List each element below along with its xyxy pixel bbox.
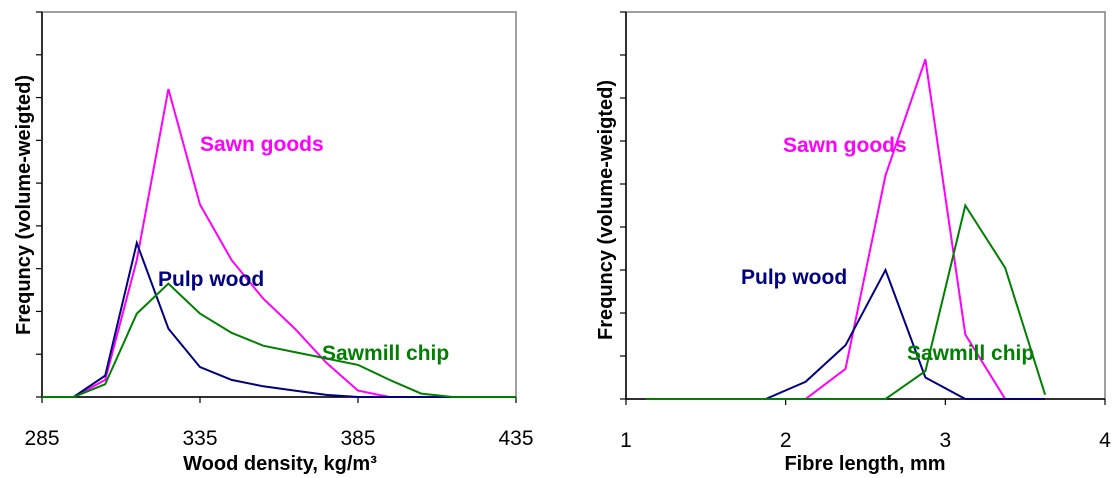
series-label-sawn-goods: Sawn goods <box>200 133 324 156</box>
x-tick-label: 3 <box>939 429 951 452</box>
series-label-sawmill-chip: Sawmill chip <box>907 342 1034 365</box>
x-tick-label: 1 <box>620 429 632 452</box>
x-tick-label: 435 <box>498 427 533 450</box>
x-axis-title: Wood density, kg/m³ <box>183 453 377 475</box>
x-axis-title: Fibre length, mm <box>784 453 945 475</box>
x-tick-label: 285 <box>24 427 59 450</box>
series-line-pulp-wood <box>646 267 1046 400</box>
series-label-pulp-wood: Pulp wood <box>741 266 847 289</box>
x-tick-label: 4 <box>1099 429 1111 452</box>
series-label-sawmill-chip: Sawmill chip <box>322 342 449 365</box>
series-label-sawn-goods: Sawn goods <box>783 134 907 157</box>
x-tick-label: 335 <box>182 427 217 450</box>
y-axis-title: Frequncy (volume-weigted) <box>13 75 35 335</box>
chart-1: 285 335 385 435 Wood density, kg/m³ Frequncy … <box>13 11 534 475</box>
series-line-pulp-wood <box>42 239 516 398</box>
x-tick-label: 2 <box>780 429 792 452</box>
series-line-sawmill-chip <box>42 282 516 398</box>
plot-frame <box>625 11 1106 400</box>
chart-2: 1 2 3 4 Fibre length, mm Frequncy (volume-wei… <box>595 11 1111 475</box>
x-tick-label: 385 <box>340 427 375 450</box>
series-label-pulp-wood: Pulp wood <box>158 268 264 291</box>
y-axis-title: Frequncy (volume-weigted) <box>595 80 617 340</box>
